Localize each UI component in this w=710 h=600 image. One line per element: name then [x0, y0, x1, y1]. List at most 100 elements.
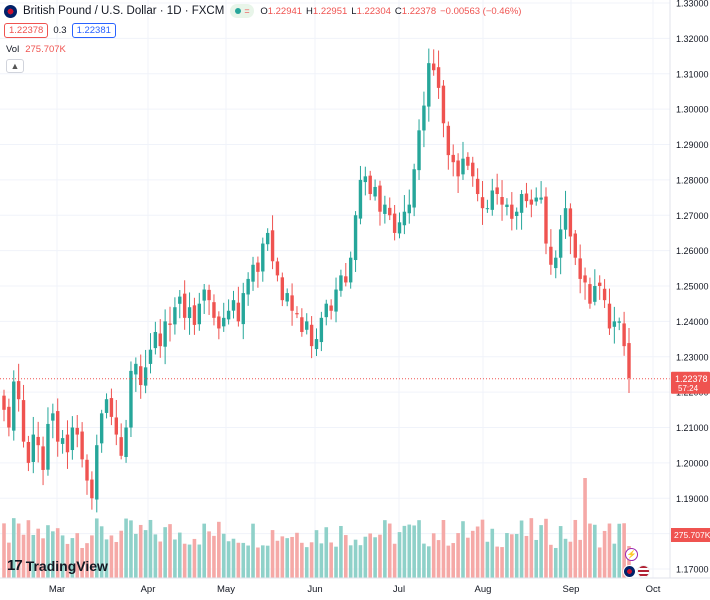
symbol-title[interactable]: British Pound / U.S. Dollar · 1D · FXCM [23, 5, 225, 17]
candle-body[interactable] [31, 434, 35, 462]
candle-body[interactable] [251, 264, 255, 282]
candle-body[interactable] [446, 125, 451, 156]
candle-body[interactable] [60, 438, 65, 444]
candle-body[interactable] [207, 289, 211, 301]
candle-body[interactable] [222, 317, 226, 327]
candle-body[interactable] [7, 406, 11, 428]
candle-body[interactable] [436, 67, 441, 88]
candle-body[interactable] [598, 282, 602, 286]
candle-body[interactable] [65, 434, 70, 453]
candle-body[interactable] [139, 366, 143, 386]
candle-body[interactable] [163, 321, 167, 347]
candle-body[interactable] [514, 211, 519, 217]
candle-body[interactable] [451, 154, 455, 163]
candle-body[interactable] [544, 196, 548, 244]
candle-body[interactable] [505, 204, 509, 208]
candle-body[interactable] [519, 194, 524, 213]
sell-button[interactable]: 1.22378 [4, 23, 49, 38]
candle-body[interactable] [212, 302, 216, 318]
candle-body[interactable] [21, 400, 26, 442]
candle-body[interactable] [41, 446, 45, 470]
candle-body[interactable] [383, 204, 387, 214]
candle-body[interactable] [427, 63, 431, 107]
candle-body[interactable] [319, 317, 324, 343]
candle-body[interactable] [275, 261, 280, 276]
candle-body[interactable] [226, 310, 231, 320]
candle-body[interactable] [358, 179, 363, 219]
candle-body[interactable] [622, 323, 626, 347]
candle-body[interactable] [95, 445, 99, 500]
candle-body[interactable] [353, 215, 358, 261]
candle-body[interactable] [539, 197, 543, 200]
candle-body[interactable] [85, 459, 89, 481]
buy-button[interactable]: 1.22381 [71, 23, 116, 38]
candle-body[interactable] [602, 288, 607, 301]
candle-body[interactable] [285, 293, 289, 302]
candle-body[interactable] [378, 185, 382, 212]
candle-body[interactable] [627, 343, 631, 378]
candle-body[interactable] [16, 381, 21, 400]
candle-body[interactable] [339, 275, 343, 291]
candle-body[interactable] [480, 197, 485, 209]
candle-body[interactable] [617, 321, 621, 323]
candle-body[interactable] [554, 257, 558, 269]
candle-body[interactable] [583, 275, 587, 283]
candle-body[interactable] [510, 204, 514, 219]
candle-body[interactable] [334, 289, 338, 312]
candle-body[interactable] [12, 381, 16, 431]
candle-body[interactable] [109, 398, 114, 417]
candle-body[interactable] [612, 321, 617, 327]
candle-body[interactable] [422, 105, 426, 131]
candle-body[interactable] [143, 367, 148, 386]
candle-body[interactable] [549, 246, 553, 265]
candle-body[interactable] [178, 296, 182, 304]
candle-body[interactable] [114, 417, 119, 435]
candle-body[interactable] [373, 186, 377, 197]
candle-body[interactable] [231, 300, 236, 311]
candle-body[interactable] [441, 85, 446, 124]
candle-body[interactable] [490, 190, 494, 210]
candle-body[interactable] [407, 204, 411, 214]
candle-body[interactable] [129, 370, 133, 428]
candle-body[interactable] [309, 324, 314, 347]
candle-body[interactable] [90, 479, 94, 499]
candle-body[interactable] [412, 169, 416, 208]
candle-body[interactable] [246, 278, 250, 295]
candle-body[interactable] [431, 63, 436, 71]
collapse-legend-button[interactable]: ▲ [6, 59, 24, 73]
candle-body[interactable] [187, 307, 192, 319]
candle-body[interactable] [104, 399, 109, 413]
candle-body[interactable] [2, 395, 6, 410]
lightning-icon[interactable]: ⚡ [625, 548, 638, 561]
candle-body[interactable] [329, 305, 333, 311]
candle-body[interactable] [348, 257, 353, 283]
candle-body[interactable] [368, 175, 372, 195]
tradingview-logo[interactable]: 17 TradingView [7, 557, 108, 574]
candle-body[interactable] [529, 199, 534, 205]
candle-body[interactable] [256, 262, 260, 272]
candle-body[interactable] [534, 197, 538, 202]
candle-body[interactable] [158, 333, 162, 347]
candle-body[interactable] [217, 316, 221, 329]
candle-body[interactable] [588, 284, 592, 304]
candle-body[interactable] [344, 276, 348, 283]
candle-body[interactable] [270, 230, 275, 262]
gb-event-flag-icon[interactable] [623, 565, 636, 578]
candle-body[interactable] [290, 295, 294, 311]
candle-body[interactable] [471, 162, 475, 177]
candle-body[interactable] [573, 233, 577, 258]
candle-body[interactable] [124, 427, 128, 457]
candle-body[interactable] [202, 289, 206, 301]
candle-body[interactable] [261, 243, 265, 272]
candle-body[interactable] [36, 436, 40, 446]
candle-body[interactable] [26, 441, 31, 463]
candle-body[interactable] [568, 208, 573, 237]
candle-body[interactable] [153, 331, 158, 349]
market-status-icon[interactable]: = [230, 4, 255, 18]
candle-body[interactable] [500, 197, 504, 205]
candle-body[interactable] [305, 321, 309, 330]
candle-body[interactable] [119, 437, 123, 456]
candle-body[interactable] [182, 293, 187, 318]
candle-body[interactable] [192, 305, 197, 325]
